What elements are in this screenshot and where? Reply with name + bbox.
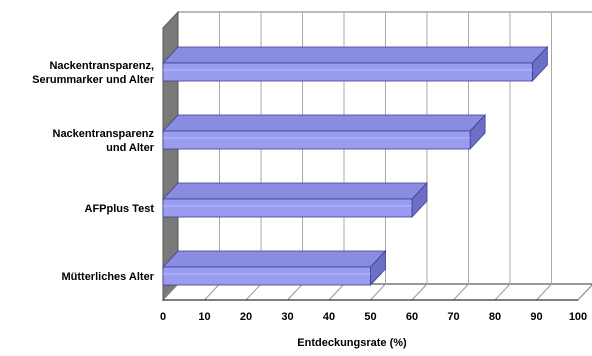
category-label: AFPplus Test <box>85 203 155 215</box>
x-tick-label: 50 <box>364 311 376 323</box>
floor-gridline <box>204 283 220 301</box>
x-tick-label: 20 <box>240 311 252 323</box>
x-tick-label: 100 <box>569 311 587 323</box>
bar <box>162 130 471 150</box>
chart-bars <box>162 45 549 287</box>
floor-gridline <box>494 283 511 301</box>
floor-gridline <box>453 283 469 301</box>
category-label: Mütterliches Alter <box>61 271 154 283</box>
bar <box>162 198 413 218</box>
bar-top <box>162 250 387 268</box>
x-axis-title: Entdeckungsrate (%) <box>297 337 407 349</box>
bar <box>162 266 371 286</box>
bar-top <box>162 182 428 200</box>
x-tick-label: 30 <box>281 311 293 323</box>
floor-gridline <box>162 283 179 301</box>
category-label: Nackentransparenz <box>53 128 155 140</box>
x-tick-label: 40 <box>323 311 335 323</box>
category-labels: Nackentransparenz, Serummarker und Alter N… <box>32 60 155 283</box>
x-tick-label: 60 <box>406 311 418 323</box>
category-label: Serummarker und Alter <box>32 74 155 86</box>
bar-top <box>162 114 487 132</box>
bar-top <box>162 46 549 64</box>
x-tick-labels: 0 10 20 30 40 50 60 70 80 90 100 <box>160 311 587 323</box>
bar <box>162 62 533 82</box>
floor-gridline <box>287 283 303 301</box>
category-label: und Alter <box>106 142 155 154</box>
x-tick-label: 70 <box>447 311 459 323</box>
floor-gridline <box>411 283 428 301</box>
floor-gridline <box>328 283 345 301</box>
category-label: Nackentransparenz, <box>49 60 154 72</box>
x-tick-label: 0 <box>160 311 166 323</box>
floor-gridline <box>370 283 386 301</box>
floor-gridline <box>245 283 262 301</box>
x-tick-label: 80 <box>489 311 501 323</box>
x-tick-label: 10 <box>198 311 210 323</box>
floor-gridline <box>536 283 552 301</box>
x-tick-label: 90 <box>530 311 542 323</box>
floor-gridline <box>577 284 592 301</box>
